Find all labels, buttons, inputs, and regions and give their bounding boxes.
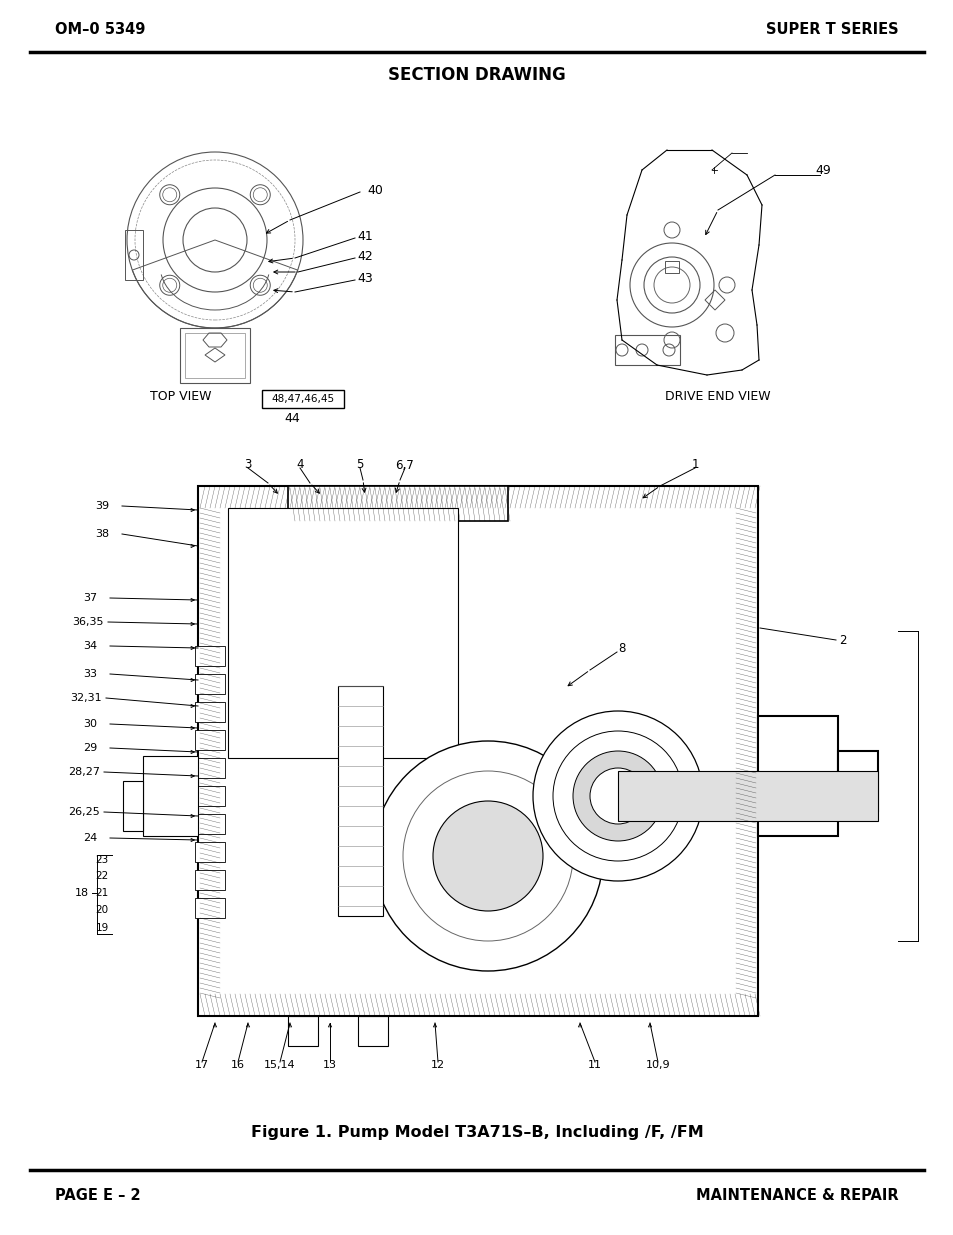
Bar xyxy=(194,674,225,694)
Bar xyxy=(198,487,758,1016)
Text: 12: 12 xyxy=(431,1060,445,1070)
Text: 32,31: 32,31 xyxy=(71,693,102,703)
Bar xyxy=(194,758,225,778)
Bar xyxy=(357,1016,388,1046)
Text: 10,9: 10,9 xyxy=(645,1060,670,1070)
Text: 1: 1 xyxy=(691,458,698,472)
Text: 3: 3 xyxy=(244,458,252,472)
Text: 23: 23 xyxy=(95,855,109,864)
Bar xyxy=(194,842,225,862)
Text: 4: 4 xyxy=(296,458,303,472)
Text: 44: 44 xyxy=(284,411,299,425)
Bar xyxy=(288,487,507,521)
Text: 22: 22 xyxy=(95,871,109,881)
Text: PAGE E – 2: PAGE E – 2 xyxy=(55,1188,140,1203)
Text: 33: 33 xyxy=(83,669,97,679)
Text: 41: 41 xyxy=(356,231,373,243)
Bar xyxy=(194,730,225,750)
Text: OM–0 5349: OM–0 5349 xyxy=(55,22,145,37)
Bar xyxy=(125,230,143,280)
Text: 5: 5 xyxy=(355,458,363,472)
Text: 42: 42 xyxy=(356,251,373,263)
Text: MAINTENANCE & REPAIR: MAINTENANCE & REPAIR xyxy=(696,1188,898,1203)
Text: 48,47,46,45: 48,47,46,45 xyxy=(272,394,335,404)
Text: 6,7: 6,7 xyxy=(395,458,414,472)
Text: 43: 43 xyxy=(356,273,373,285)
Text: SECTION DRAWING: SECTION DRAWING xyxy=(388,65,565,84)
Bar xyxy=(143,756,198,836)
Bar xyxy=(194,814,225,834)
Bar xyxy=(758,716,837,836)
Text: 15,14: 15,14 xyxy=(264,1060,295,1070)
Bar xyxy=(194,701,225,722)
Bar xyxy=(180,329,250,383)
Text: 13: 13 xyxy=(323,1060,336,1070)
Bar xyxy=(194,898,225,918)
Text: 21: 21 xyxy=(95,888,109,898)
Text: 26,25: 26,25 xyxy=(68,806,100,818)
Bar xyxy=(185,333,245,378)
Circle shape xyxy=(433,802,542,911)
Bar xyxy=(123,781,143,831)
Text: 19: 19 xyxy=(95,923,109,932)
Text: 24: 24 xyxy=(83,832,97,844)
Bar xyxy=(288,1016,317,1046)
Bar xyxy=(194,785,225,806)
Text: 18: 18 xyxy=(75,888,89,898)
Bar xyxy=(615,335,679,366)
Bar xyxy=(194,869,225,890)
Bar xyxy=(337,685,382,916)
Bar xyxy=(228,508,457,758)
Text: 36,35: 36,35 xyxy=(72,618,104,627)
Circle shape xyxy=(573,751,662,841)
Bar xyxy=(262,390,344,408)
Text: 20: 20 xyxy=(95,905,109,915)
Text: 38: 38 xyxy=(95,529,109,538)
Text: 29: 29 xyxy=(83,743,97,753)
Text: 28,27: 28,27 xyxy=(68,767,100,777)
Bar xyxy=(194,646,225,666)
Text: 2: 2 xyxy=(839,634,846,646)
Text: SUPER T SERIES: SUPER T SERIES xyxy=(765,22,898,37)
Text: 49: 49 xyxy=(814,163,830,177)
Bar xyxy=(837,751,877,811)
Bar xyxy=(618,771,877,821)
Text: 39: 39 xyxy=(95,501,109,511)
Text: 11: 11 xyxy=(587,1060,601,1070)
Text: 34: 34 xyxy=(83,641,97,651)
Text: 30: 30 xyxy=(83,719,97,729)
Text: 17: 17 xyxy=(194,1060,209,1070)
Bar xyxy=(664,261,679,273)
Circle shape xyxy=(373,741,602,971)
Text: Figure 1. Pump Model T3A71S–B, Including /F, /FM: Figure 1. Pump Model T3A71S–B, Including… xyxy=(251,1125,702,1140)
Text: TOP VIEW: TOP VIEW xyxy=(150,390,212,404)
Text: 16: 16 xyxy=(231,1060,245,1070)
Circle shape xyxy=(533,711,702,881)
Circle shape xyxy=(589,768,645,824)
Text: DRIVE END VIEW: DRIVE END VIEW xyxy=(664,390,770,404)
Text: 40: 40 xyxy=(367,184,382,196)
Text: 8: 8 xyxy=(618,641,625,655)
Text: 37: 37 xyxy=(83,593,97,603)
